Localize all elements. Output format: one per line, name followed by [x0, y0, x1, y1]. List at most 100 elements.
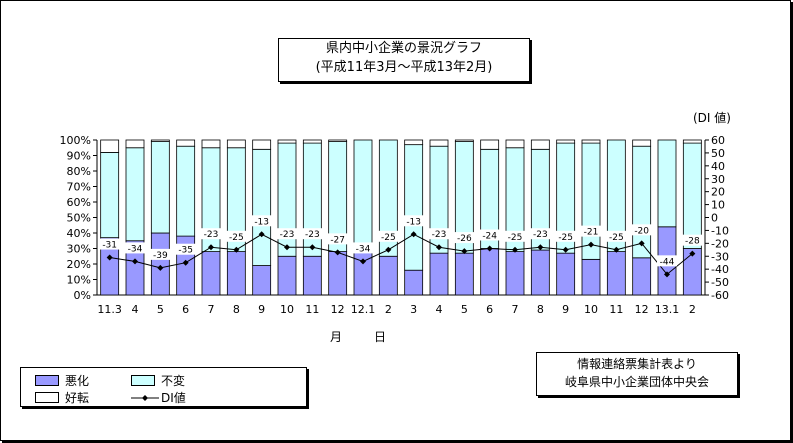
di-point [309, 244, 316, 251]
bar-bad [632, 257, 652, 296]
di-label-bg [251, 215, 272, 227]
di-label-bg [302, 228, 323, 240]
di-label-bg [99, 238, 120, 250]
di-point [486, 245, 493, 252]
bar-unchanged [150, 141, 170, 234]
di-data-label: -28 [685, 237, 700, 247]
di-data-label: -13 [406, 217, 421, 227]
left-tick-label: 10% [67, 274, 91, 287]
source-box: 情報連絡票集計表より 岐阜県中小企業団体中央会 [536, 352, 738, 396]
di-line [109, 233, 693, 276]
di-data-label: -26 [457, 234, 472, 244]
di-label-bg [277, 228, 297, 240]
right-tick-label: 10 [711, 199, 725, 212]
x-tick-label: 9 [562, 303, 569, 316]
di-point [106, 254, 113, 261]
bar-bad [201, 251, 221, 296]
right-tick-label: 40 [711, 160, 725, 173]
bar-unchanged [682, 142, 702, 249]
di-label-bg [175, 243, 196, 255]
right-tick-label: 20 [711, 186, 725, 199]
bar-bad [505, 251, 525, 296]
right-tick-label: 50 [711, 147, 725, 160]
di-data-label: -21 [584, 228, 599, 238]
bar-good [201, 139, 221, 149]
right-tick-label: -20 [711, 237, 729, 250]
di-point [233, 246, 240, 253]
bar-unchanged [353, 139, 373, 252]
left-tick-label: 60% [67, 196, 91, 209]
bar-bad [581, 258, 601, 296]
di-label-bg [631, 224, 652, 236]
di-data-label: -25 [381, 233, 396, 243]
bar-bad [277, 255, 297, 296]
x-tick-label: 8 [233, 303, 240, 316]
legend-label-bad: 悪化 [65, 374, 90, 388]
legend-swatch-bad [35, 375, 59, 386]
x-tick-label: 13.1 [655, 303, 680, 316]
bar-good [277, 139, 297, 144]
di-label-bg [454, 232, 475, 244]
bar-unchanged [657, 139, 677, 228]
bar-good [429, 139, 449, 147]
bar-bad [252, 265, 272, 296]
legend-line-di [131, 394, 159, 401]
di-point [208, 244, 214, 251]
x-tick-label: 7 [512, 303, 519, 316]
bar-bad [556, 252, 576, 296]
di-data-label: -34 [128, 244, 143, 254]
di-point [334, 249, 341, 256]
di-label-bg [378, 230, 399, 242]
source-line1: 情報連絡票集計表より [577, 357, 697, 371]
bar-good [530, 139, 550, 150]
bar-bad [480, 248, 500, 296]
bar-good [252, 139, 272, 150]
chart-title-line1: 県内中小企業の景況グラフ [325, 41, 482, 56]
di-point [157, 264, 164, 271]
bar-bad [302, 255, 322, 296]
di-point [182, 259, 189, 266]
x-tick-label: 5 [157, 303, 164, 316]
di-data-label: -23 [305, 230, 320, 240]
di-label-bg [657, 255, 677, 267]
bar-unchanged [252, 148, 272, 266]
x-tick-label: 10 [280, 303, 294, 316]
bar-good [125, 139, 145, 149]
di-label-bg [479, 229, 500, 241]
di-point [132, 258, 138, 265]
di-label-bg [606, 230, 627, 242]
x-tick-label: 11 [305, 303, 319, 316]
legend: 悪化 不変 好転 DI値 [20, 367, 307, 407]
x-tick-label: 9 [258, 303, 265, 316]
di-data-label: -27 [330, 235, 345, 245]
di-point [385, 246, 392, 253]
bar-good [328, 139, 348, 142]
right-tick-label: -30 [711, 250, 729, 263]
bar-bad [429, 252, 449, 296]
right-tick-label: -50 [711, 276, 729, 289]
di-point [258, 231, 265, 238]
bar-bad [150, 232, 170, 296]
di-point [588, 241, 594, 248]
di-label-bg [429, 228, 449, 240]
bar-good [150, 139, 170, 142]
bar-unchanged [125, 147, 145, 242]
di-data-label: -35 [178, 246, 193, 256]
di-label-bg [505, 230, 525, 242]
di-label-bg [353, 242, 373, 254]
di-data-label: -31 [102, 241, 117, 251]
di-data-label: -23 [533, 230, 548, 240]
x-tick-label: 12.1 [351, 303, 376, 316]
di-label-bg [682, 234, 703, 246]
left-tick-label: 70% [67, 181, 91, 194]
left-tick-label: 90% [67, 150, 91, 163]
bar-good [480, 139, 500, 150]
x-tick-label: 4 [436, 303, 443, 316]
bar-good [581, 139, 601, 144]
x-tick-label: 5 [461, 303, 468, 316]
legend-item-di: DI値 [131, 389, 186, 406]
bar-good [505, 139, 525, 149]
legend-item-bad: 悪化 [35, 372, 89, 389]
left-tick-label: 50% [67, 212, 91, 225]
x-tick-label: 12 [331, 303, 345, 316]
